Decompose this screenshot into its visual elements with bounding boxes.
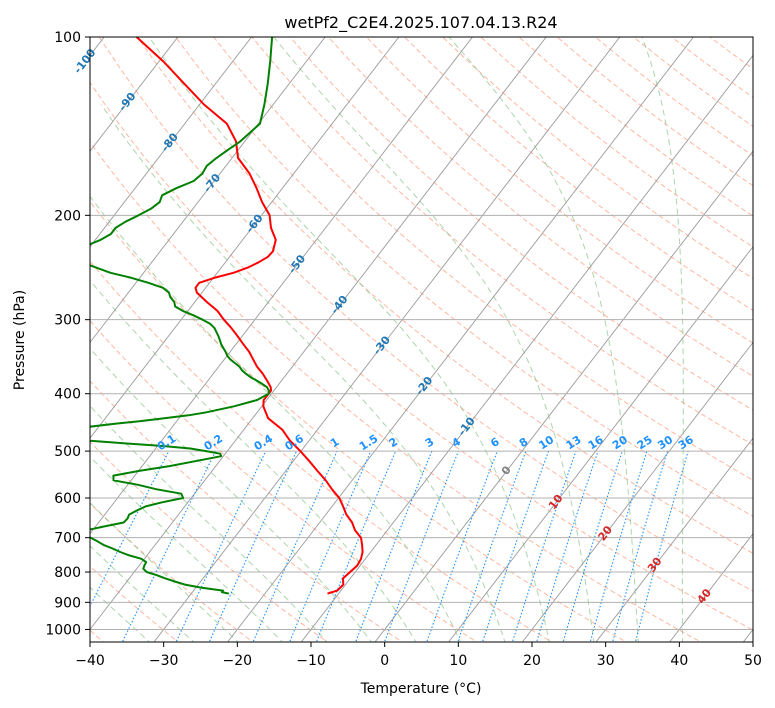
moist-adiabat-line: [90, 347, 372, 642]
mixing-ratio-line: [634, 450, 689, 642]
mixing-ratio-line: [208, 450, 297, 642]
x-tick-label: −20: [223, 653, 253, 669]
moist-adiabat-line: [100, 104, 506, 642]
dry-adiabat-line: [90, 141, 702, 642]
dry-adiabat-line: [175, 37, 753, 517]
x-axis-title: Temperature (°C): [360, 681, 482, 697]
isotherm-line: [90, 37, 179, 152]
isotherm-line: [595, 437, 753, 642]
x-tick-label: 30: [597, 653, 615, 669]
dewpoint-profile-line: [90, 37, 274, 595]
chart-title: wetPf2_C2E4.2025.107.04.13.R24: [284, 13, 557, 33]
dry-adiabat-line: [98, 37, 753, 592]
mixing-ratio-line: [589, 450, 648, 642]
dry-adiabat-line: [90, 260, 553, 642]
moist-adiabat-line: [90, 279, 417, 642]
x-tick-label: 40: [670, 653, 688, 669]
y-tick-label: 700: [54, 531, 81, 547]
dry-adiabat-line: [213, 37, 753, 481]
y-tick-label: 400: [54, 387, 81, 403]
mixing-ratio-line: [562, 450, 623, 642]
isotherm-line: [90, 37, 547, 631]
y-tick-label: 800: [54, 565, 81, 581]
mixing-ratio-line: [457, 450, 527, 642]
mixing-ratio-line: [536, 450, 599, 642]
y-axis-title: Pressure (hPa): [12, 290, 28, 390]
mixing-ratio-line: [482, 450, 550, 642]
moist-adiabat-line: [90, 195, 461, 642]
x-tick-label: 10: [449, 653, 467, 669]
moist-adiabat-line: [90, 455, 284, 642]
x-tick-label: −10: [296, 653, 326, 669]
isotherm-line: [300, 54, 753, 642]
dry-adiabat-line: [289, 37, 753, 411]
y-tick-label: 600: [54, 491, 81, 507]
mixing-ratio-line: [511, 450, 577, 642]
y-tick-label: 900: [54, 595, 81, 611]
sounding-profiles: [90, 37, 364, 595]
x-tick-label: 0: [380, 653, 389, 669]
mixing-ratio-line: [289, 450, 372, 642]
mixing-ratio-line: [252, 450, 338, 642]
mixing-ratio-line: [175, 450, 267, 642]
isotherm-line: [669, 533, 753, 642]
isotherm-line: [90, 37, 326, 344]
mixing-ratio-line: [315, 450, 397, 642]
isotherm-line: [153, 37, 621, 642]
y-tick-label: 300: [54, 313, 81, 329]
isotherm-line: [90, 37, 252, 248]
isotherm-line: [374, 150, 753, 642]
isotherm-line: [521, 341, 753, 642]
dry-adiabat-line: [327, 37, 753, 377]
axes: −40 −30 −20 −10 0 10 20 30 40 50 100 200 300 400 500 60…: [45, 30, 762, 669]
mixing-ratio-line: [426, 450, 498, 642]
mixing-ratio-line: [121, 450, 217, 642]
isotherm-line: [227, 37, 694, 642]
plot-frame: [89, 36, 754, 643]
x-tick-label: 50: [744, 653, 762, 669]
plot-background: [90, 37, 753, 642]
x-tick-label: −30: [149, 653, 179, 669]
isotherm-line: [90, 37, 400, 439]
temperature-profile-line: [135, 37, 364, 595]
x-tick-label: −40: [75, 653, 105, 669]
mixing-ratio-line: [355, 450, 433, 642]
y-tick-label: 200: [54, 208, 81, 224]
y-tick-label: 100: [54, 30, 81, 46]
y-tick-label: 500: [54, 444, 81, 460]
x-tick-label: 20: [523, 653, 541, 669]
moist-adiabat-line: [90, 586, 151, 642]
mixing-ratio-line: [612, 450, 669, 642]
y-tick-label: 1000: [45, 622, 81, 638]
mixing-ratio-line: [90, 450, 170, 608]
isotherm-line: [448, 246, 753, 642]
mixing-ratio-line: [383, 450, 460, 642]
